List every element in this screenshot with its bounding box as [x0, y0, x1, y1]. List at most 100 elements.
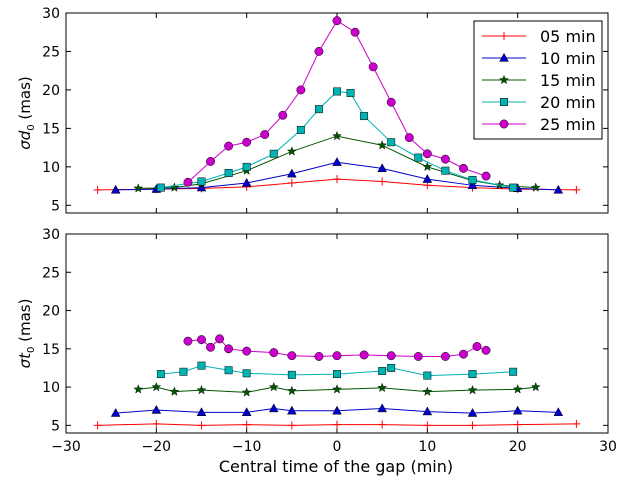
data-point	[241, 177, 252, 187]
legend-marker	[499, 74, 509, 85]
x-tick-label: −20	[142, 439, 172, 455]
legend-entry: 15 min	[482, 71, 596, 90]
legend-marker	[499, 119, 509, 129]
data-point	[287, 405, 297, 415]
y-axis-label: σt0 (mas)	[16, 299, 37, 369]
data-point	[572, 185, 581, 194]
data-point	[224, 169, 233, 177]
data-point	[287, 421, 296, 430]
data-point	[333, 175, 341, 184]
data-point	[197, 335, 206, 345]
data-point	[332, 130, 342, 141]
data-point	[242, 420, 251, 429]
data-point	[241, 387, 252, 397]
data-point	[196, 407, 207, 416]
data-point	[179, 367, 188, 376]
series-20-min	[156, 87, 518, 192]
y-tick-label: 5	[51, 198, 60, 214]
data-point	[287, 370, 296, 379]
data-point	[360, 112, 369, 121]
data-point	[377, 163, 387, 173]
data-point	[467, 180, 478, 189]
data-point	[215, 334, 225, 344]
data-point	[423, 421, 432, 430]
data-point	[378, 420, 387, 429]
data-point	[197, 177, 206, 186]
data-point	[287, 179, 296, 187]
data-point	[378, 177, 387, 186]
data-point	[133, 183, 144, 193]
data-point	[530, 182, 541, 192]
data-point	[169, 386, 180, 396]
y-tick-label: 30	[42, 227, 60, 243]
data-point	[156, 370, 165, 379]
data-point	[183, 336, 193, 346]
data-point	[314, 352, 324, 361]
data-point	[386, 351, 396, 361]
plot-area-frame	[65, 233, 609, 434]
data-point	[156, 183, 165, 192]
y-tick-label: 10	[42, 380, 60, 396]
data-point	[133, 384, 144, 394]
data-point	[197, 361, 206, 370]
data-point	[286, 385, 297, 396]
data-point	[169, 182, 180, 192]
legend-label: 10 min	[540, 49, 596, 68]
series-15-min	[133, 130, 541, 193]
data-point	[296, 85, 306, 95]
data-point	[414, 153, 423, 162]
data-point	[512, 384, 523, 394]
data-point	[110, 407, 121, 417]
data-point	[296, 125, 305, 134]
data-point	[332, 384, 342, 394]
data-point	[242, 369, 251, 378]
y-tick-label: 10	[42, 160, 60, 176]
data-point	[287, 351, 297, 361]
data-point	[260, 130, 270, 139]
legend-marker	[499, 52, 509, 62]
data-point	[387, 363, 396, 372]
data-point	[440, 352, 450, 361]
y-tick-label: 15	[42, 342, 60, 358]
legend-entry: 05 min	[482, 27, 596, 46]
x-tick-label: 30	[599, 439, 617, 455]
data-point	[206, 342, 215, 352]
legend-marker	[500, 98, 508, 106]
data-point	[404, 133, 414, 143]
data-point	[93, 185, 102, 194]
data-point	[422, 174, 433, 183]
legend-label: 25 min	[540, 115, 596, 134]
data-point	[269, 149, 278, 158]
data-point	[333, 420, 341, 429]
x-axis-label: Central time of the gap (min)	[219, 457, 453, 476]
data-point	[377, 140, 388, 150]
data-point	[151, 381, 162, 392]
data-point	[333, 87, 341, 96]
data-point	[512, 405, 523, 415]
x-tick-label: 0	[333, 439, 342, 455]
data-point	[472, 342, 482, 351]
series-line	[115, 408, 559, 414]
data-point	[422, 149, 432, 159]
data-point	[287, 168, 297, 178]
data-point	[422, 386, 433, 396]
y-tick-label: 30	[42, 6, 60, 22]
data-point	[467, 384, 478, 395]
data-point	[224, 141, 234, 151]
series-25-min	[183, 334, 491, 361]
series-25-min	[183, 16, 491, 187]
data-point	[378, 367, 387, 375]
y-tick-label: 25	[42, 44, 60, 60]
data-point	[152, 419, 161, 428]
data-point	[332, 16, 342, 26]
series-20-min	[156, 361, 518, 380]
data-point	[422, 406, 433, 416]
x-tick-label: −10	[232, 439, 262, 455]
legend-entry: 25 min	[482, 115, 596, 134]
data-point	[286, 146, 297, 156]
data-point	[241, 407, 252, 416]
series-line	[160, 90, 514, 189]
data-point	[481, 345, 491, 355]
data-point	[224, 366, 233, 375]
